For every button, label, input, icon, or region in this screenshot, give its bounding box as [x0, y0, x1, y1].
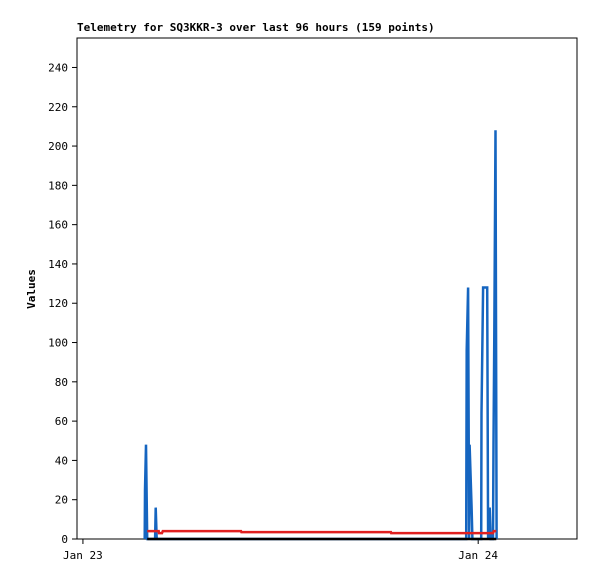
y-tick-label: 200: [48, 140, 68, 153]
x-tick-label: Jan 24: [458, 549, 498, 562]
y-tick-label: 240: [48, 61, 68, 74]
y-tick-label: 60: [55, 415, 68, 428]
y-tick-label: 40: [55, 454, 68, 467]
y-tick-label: 20: [55, 494, 68, 507]
y-axis-label: Values: [25, 269, 38, 309]
y-tick-label: 140: [48, 258, 68, 271]
chart-title: Telemetry for SQ3KKR-3 over last 96 hour…: [77, 21, 435, 34]
y-tick-label: 100: [48, 337, 68, 350]
y-tick-label: 0: [61, 533, 68, 546]
plot-frame: [76, 37, 578, 540]
y-tick-label: 80: [55, 376, 68, 389]
series-line: [143, 130, 498, 541]
y-tick-label: 160: [48, 219, 68, 232]
series-line: [147, 529, 497, 535]
y-tick-label: 120: [48, 297, 68, 310]
x-tick-label: Jan 23: [63, 549, 103, 562]
y-tick-label: 220: [48, 101, 68, 114]
y-tick-label: 180: [48, 179, 68, 192]
